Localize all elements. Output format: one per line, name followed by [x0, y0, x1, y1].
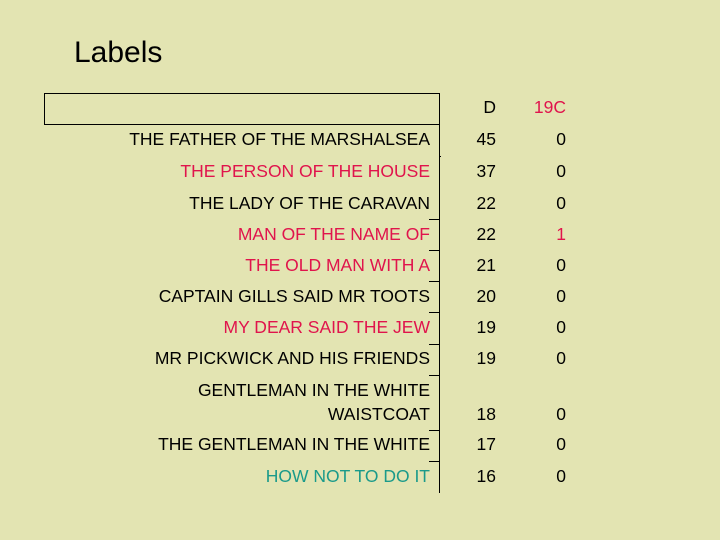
row-d-value: 45 — [476, 129, 496, 149]
row-19c-value: 0 — [556, 193, 566, 213]
header-bottom-border — [44, 124, 440, 125]
table-left-border — [44, 93, 45, 125]
row-19c-value: 0 — [556, 317, 566, 337]
row-label: THE GENTLEMAN IN THE WHITE — [158, 434, 430, 454]
row-d-value: 22 — [476, 224, 496, 244]
row-d-value: 19 — [476, 348, 496, 368]
row-19c-value: 0 — [556, 161, 566, 181]
row-19c-value: 1 — [556, 224, 566, 244]
row-label-line-1: GENTLEMAN IN THE WHITE — [197, 380, 430, 400]
row-separator — [429, 461, 440, 462]
row-label: CAPTAIN GILLS SAID MR TOOTS — [158, 286, 430, 306]
row-19c-value: 0 — [556, 434, 566, 454]
row-d-value: 22 — [476, 193, 496, 213]
table-top-border — [44, 93, 440, 94]
row-separator — [429, 375, 440, 376]
row-19c-value: 0 — [556, 466, 566, 486]
column-header-d: D — [483, 97, 496, 117]
row-separator — [429, 344, 440, 345]
row-19c-value: 0 — [556, 255, 566, 275]
row-label: MAN OF THE NAME OF — [237, 224, 430, 244]
row-separator — [440, 156, 441, 157]
row-label-line-2: WAISTCOAT — [327, 404, 430, 424]
row-d-value: 16 — [476, 466, 496, 486]
row-label: THE LADY OF THE CARAVAN — [189, 193, 430, 213]
row-d-value: 37 — [476, 161, 496, 181]
row-d-value: 20 — [476, 286, 496, 306]
row-separator — [429, 312, 440, 313]
row-19c-value: 0 — [556, 404, 566, 424]
slide-title: Labels — [74, 36, 163, 69]
row-d-value: 18 — [476, 404, 496, 424]
label-column-right-border — [439, 93, 440, 493]
row-separator — [429, 430, 440, 431]
row-19c-value: 0 — [556, 348, 566, 368]
row-label: MR PICKWICK AND HIS FRIENDS — [154, 348, 430, 368]
row-d-value: 19 — [476, 317, 496, 337]
row-19c-value: 0 — [556, 286, 566, 306]
column-header-19c: 19C — [533, 97, 566, 117]
row-label: MY DEAR SAID THE JEW — [223, 317, 430, 337]
row-separator — [429, 219, 440, 220]
row-d-value: 17 — [476, 434, 496, 454]
row-label: HOW NOT TO DO IT — [265, 466, 430, 486]
row-label: THE PERSON OF THE HOUSE — [180, 161, 430, 181]
row-19c-value: 0 — [556, 129, 566, 149]
row-label: THE OLD MAN WITH A — [245, 255, 430, 275]
row-separator — [429, 250, 440, 251]
row-d-value: 21 — [476, 255, 496, 275]
row-separator — [429, 281, 440, 282]
row-label: THE FATHER OF THE MARSHALSEA — [129, 129, 430, 149]
